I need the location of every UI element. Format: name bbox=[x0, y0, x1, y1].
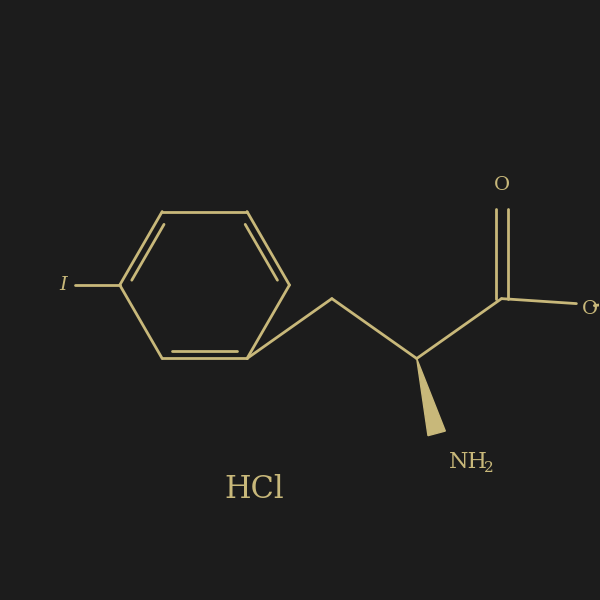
Text: 2: 2 bbox=[484, 461, 493, 475]
Text: O: O bbox=[581, 299, 598, 317]
Text: O: O bbox=[493, 176, 509, 194]
Text: I: I bbox=[59, 276, 67, 294]
Text: NH: NH bbox=[449, 451, 488, 473]
Text: HCl: HCl bbox=[224, 474, 284, 505]
Polygon shape bbox=[416, 358, 445, 436]
